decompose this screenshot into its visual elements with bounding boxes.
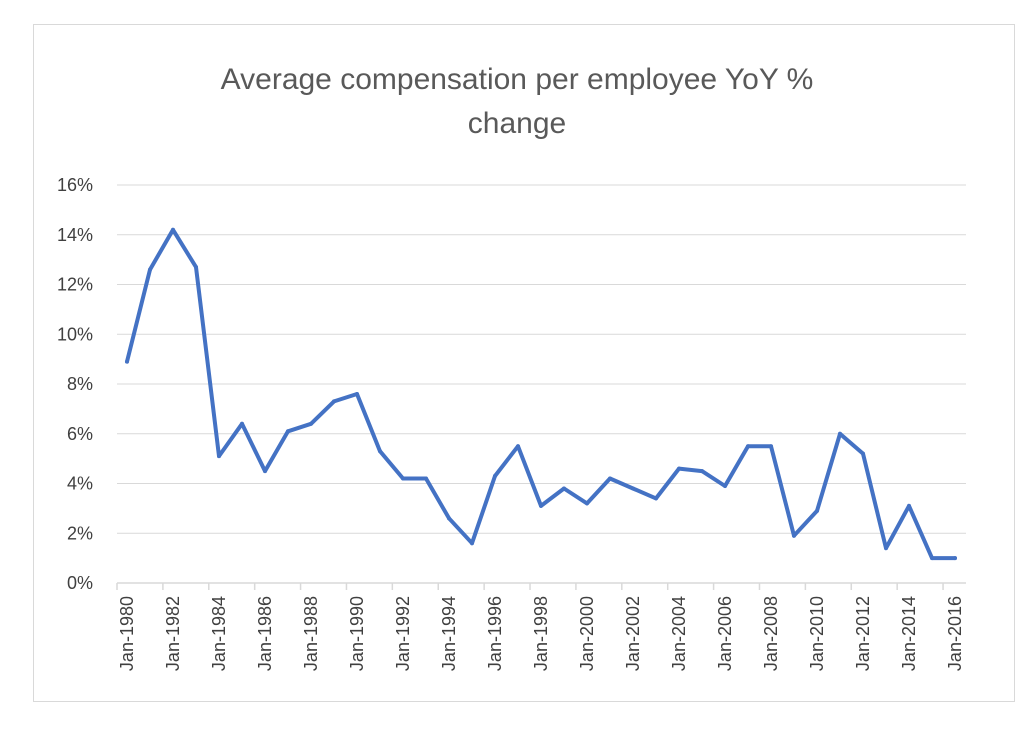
y-tick-label: 2% bbox=[67, 523, 93, 543]
data-point bbox=[194, 265, 198, 270]
x-tick-label: Jan-2004 bbox=[669, 596, 689, 671]
data-point bbox=[792, 533, 796, 538]
data-point bbox=[723, 483, 727, 488]
data-point bbox=[309, 421, 313, 426]
data-point bbox=[355, 391, 359, 396]
x-tick-label: Jan-2016 bbox=[945, 596, 965, 671]
x-tick-label: Jan-1988 bbox=[301, 596, 321, 671]
chart-title: Average compensation per employee YoY % … bbox=[0, 58, 1024, 146]
chart-title-line-1: Average compensation per employee YoY % bbox=[220, 63, 814, 96]
x-tick-label: Jan-1980 bbox=[117, 596, 137, 671]
data-point bbox=[217, 454, 221, 459]
y-tick-label: 10% bbox=[57, 324, 93, 344]
x-tick-label: Jan-2008 bbox=[761, 596, 781, 671]
y-tick-label: 12% bbox=[57, 275, 93, 295]
x-tick-label: Jan-2014 bbox=[899, 596, 919, 671]
chart-title-line-2: change bbox=[467, 107, 567, 140]
x-tick-label: Jan-1990 bbox=[347, 596, 367, 671]
data-point bbox=[493, 474, 497, 479]
data-point bbox=[677, 466, 681, 471]
x-tick-label: Jan-1984 bbox=[209, 596, 229, 671]
data-point bbox=[953, 556, 957, 561]
x-tick-label: Jan-1986 bbox=[255, 596, 275, 671]
series-layer bbox=[125, 227, 957, 561]
data-point bbox=[907, 503, 911, 508]
data-point bbox=[585, 501, 589, 506]
data-point bbox=[378, 449, 382, 454]
gridlines bbox=[117, 184, 966, 534]
data-point bbox=[608, 476, 612, 481]
x-tick-label: Jan-2010 bbox=[807, 596, 827, 671]
data-point bbox=[930, 556, 934, 561]
data-point bbox=[171, 227, 175, 232]
x-tick-label: Jan-1996 bbox=[485, 596, 505, 671]
data-point bbox=[700, 469, 704, 474]
data-point bbox=[286, 429, 290, 434]
data-point bbox=[516, 444, 520, 449]
data-point bbox=[447, 516, 451, 521]
y-tick-label: 16% bbox=[57, 175, 93, 195]
y-tick-labels: 0% 2% 4% 6% 8% 10% 12% 14% 16% bbox=[57, 175, 93, 593]
data-point bbox=[815, 508, 819, 513]
x-tick-label: Jan-2012 bbox=[853, 596, 873, 671]
x-axis bbox=[116, 582, 966, 590]
y-tick-label: 8% bbox=[67, 374, 93, 394]
y-tick-label: 6% bbox=[67, 424, 93, 444]
data-point bbox=[125, 359, 129, 364]
data-point bbox=[562, 486, 566, 491]
x-tick-label: Jan-1992 bbox=[393, 596, 413, 671]
data-point bbox=[148, 267, 152, 272]
data-point bbox=[539, 503, 543, 508]
y-tick-label: 4% bbox=[67, 474, 93, 494]
x-tick-label: Jan-2002 bbox=[623, 596, 643, 671]
data-point bbox=[240, 421, 244, 426]
data-point bbox=[631, 486, 635, 491]
data-point bbox=[884, 546, 888, 551]
y-tick-label: 0% bbox=[67, 573, 93, 593]
data-point bbox=[424, 476, 428, 481]
x-tick-labels: Jan-1980 Jan-1982 Jan-1984 Jan-1986 Jan-1988… bbox=[117, 596, 965, 671]
x-tick-label: Jan-1982 bbox=[163, 596, 183, 671]
data-point bbox=[332, 399, 336, 404]
data-point bbox=[263, 469, 267, 474]
data-point bbox=[769, 444, 773, 449]
data-point bbox=[654, 496, 658, 501]
data-point bbox=[401, 476, 405, 481]
data-point bbox=[746, 444, 750, 449]
series-line bbox=[125, 227, 957, 561]
data-point bbox=[470, 541, 474, 546]
x-tick-label: Jan-1994 bbox=[439, 596, 459, 671]
x-tick-label: Jan-2006 bbox=[715, 596, 735, 671]
y-tick-label: 14% bbox=[57, 225, 93, 245]
data-point bbox=[838, 431, 842, 436]
x-tick-label: Jan-2000 bbox=[577, 596, 597, 671]
x-tick-label: Jan-1998 bbox=[531, 596, 551, 671]
data-point bbox=[861, 451, 865, 456]
